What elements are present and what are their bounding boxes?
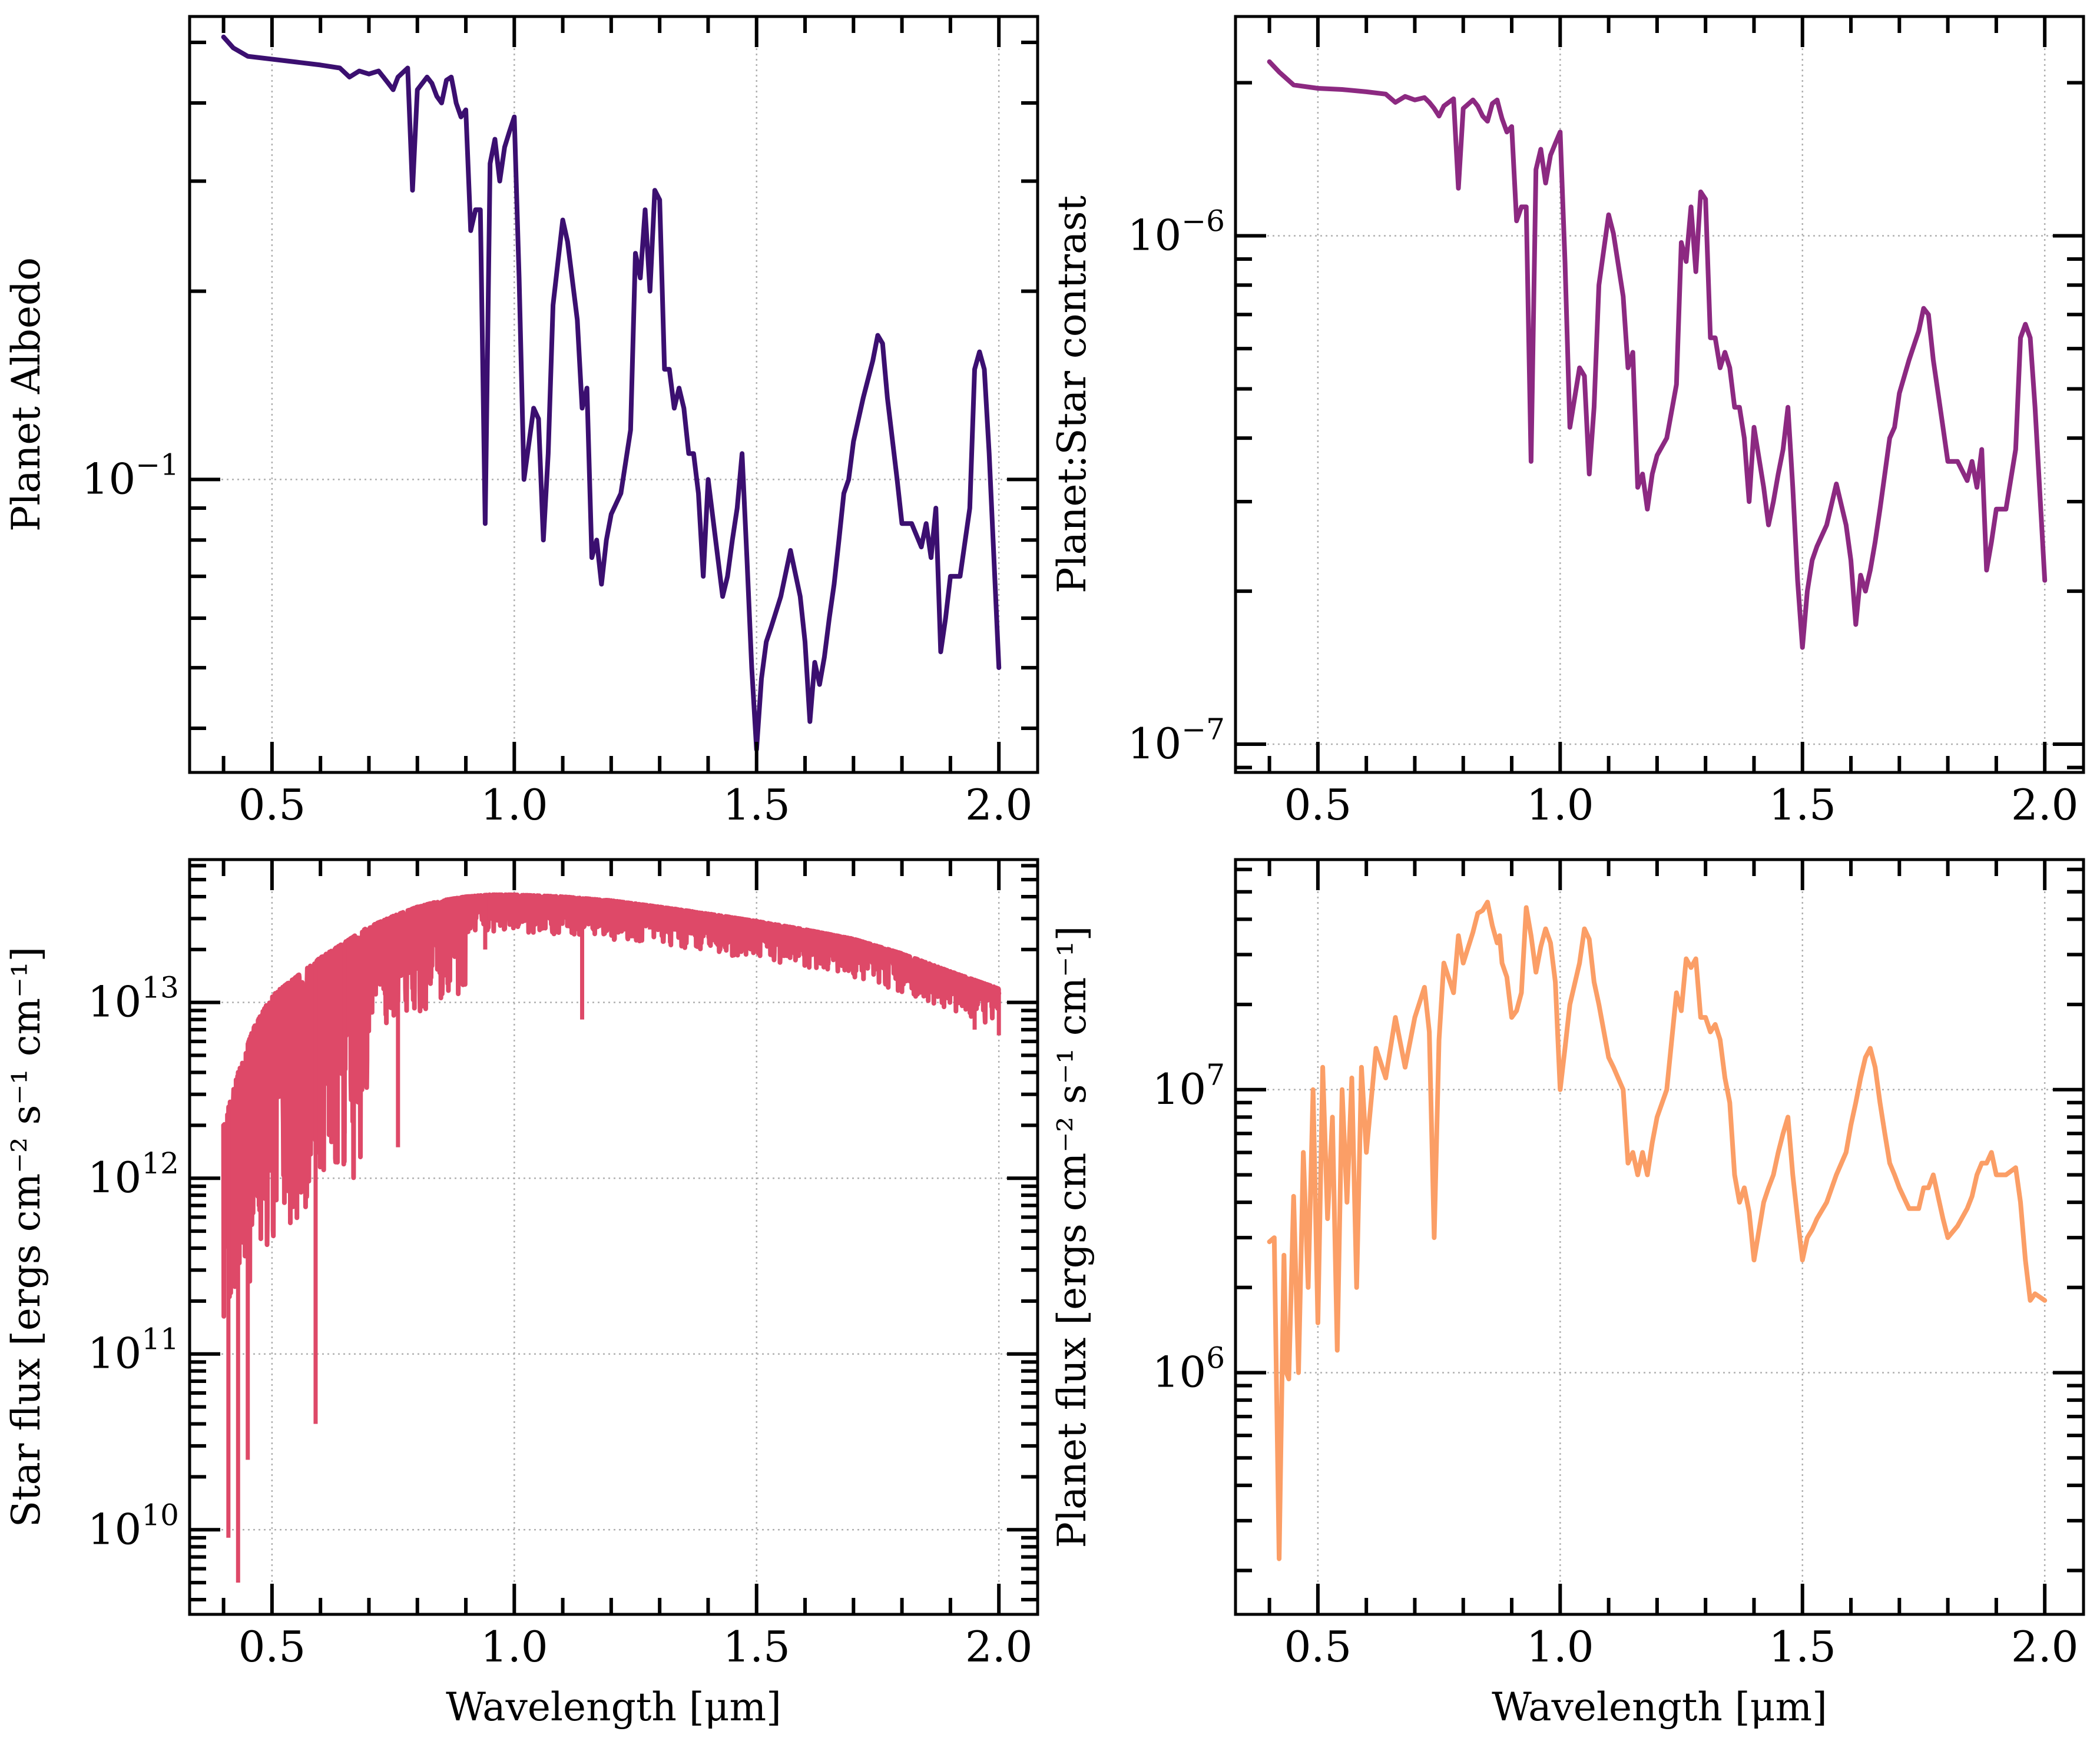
x-axis-label: Wavelength [μm] bbox=[446, 1684, 781, 1730]
panel-planetflux: 0.5 1.0 1.5 2.0 106 107 Planet flux [ergs cm⁻²… bbox=[1049, 858, 2085, 1730]
axes-frame bbox=[188, 858, 1039, 1616]
panel-starflux: 0.5 1.0 1.5 2.0 1010 1011 1012 1013 Star flux [e… bbox=[4, 858, 1039, 1730]
series-group bbox=[221, 892, 1002, 1583]
x-tick-label: 1.0 bbox=[481, 780, 548, 830]
y-tick-label: 107 bbox=[1152, 1058, 1225, 1114]
series-group bbox=[1267, 900, 2048, 1561]
y-tick-label: 1011 bbox=[88, 1322, 179, 1378]
x-tick-label: 1.0 bbox=[1526, 1622, 1594, 1671]
x-tick-label: 1.0 bbox=[481, 1622, 548, 1671]
series-group bbox=[221, 34, 1002, 752]
y-tick-label: 10−7 bbox=[1128, 712, 1225, 768]
star-spectrum-line bbox=[221, 892, 1002, 1319]
x-tick-label: 2.0 bbox=[965, 1622, 1033, 1671]
y-axis-label: Planet:Star contrast bbox=[1049, 195, 1095, 593]
y-axis-label: Star flux [ergs cm⁻² s⁻¹ cm⁻¹] bbox=[4, 947, 49, 1527]
y-tick-label: 1012 bbox=[88, 1146, 179, 1202]
x-tick-label: 0.5 bbox=[1284, 1622, 1352, 1671]
x-tick-label: 0.5 bbox=[239, 780, 306, 830]
x-axis-label: Wavelength [μm] bbox=[1492, 1684, 1827, 1730]
x-tick-label: 2.0 bbox=[2011, 780, 2079, 830]
panel-contrast: 0.5 1.0 1.5 2.0 10−7 10−6 Planet:Star contrast bbox=[1049, 15, 2085, 830]
y-tick-label: 1010 bbox=[88, 1498, 179, 1554]
x-tick-label: 1.0 bbox=[1526, 780, 1594, 830]
data-line bbox=[1267, 59, 2048, 650]
x-tick-label: 0.5 bbox=[239, 1622, 306, 1671]
data-line bbox=[221, 34, 1002, 752]
x-tick-label: 0.5 bbox=[1284, 780, 1352, 830]
axes-frame bbox=[188, 15, 1039, 774]
axes-frame bbox=[1234, 15, 2085, 774]
x-tick-label: 1.5 bbox=[1768, 1622, 1836, 1671]
x-tick-label: 2.0 bbox=[2011, 1622, 2079, 1671]
data-line bbox=[1267, 900, 2048, 1561]
x-tick-label: 1.5 bbox=[723, 1622, 790, 1671]
y-tick-label: 1013 bbox=[88, 971, 179, 1027]
x-tick-label: 2.0 bbox=[965, 780, 1033, 830]
y-tick-label: 10−1 bbox=[82, 447, 179, 503]
y-tick-label: 10−6 bbox=[1128, 204, 1225, 260]
series-group bbox=[1267, 59, 2048, 650]
y-axis-label: Planet flux [ergs cm⁻² s⁻¹ cm⁻¹] bbox=[1049, 926, 1095, 1548]
x-tick-label: 1.5 bbox=[723, 780, 790, 830]
y-tick-label: 106 bbox=[1152, 1341, 1225, 1397]
axes-frame bbox=[1234, 858, 2085, 1616]
x-tick-label: 1.5 bbox=[1768, 780, 1836, 830]
y-axis-label: Planet Albedo bbox=[4, 257, 49, 532]
panel-albedo: 0.5 1.0 1.5 2.0 10−1 Planet Albedo bbox=[4, 15, 1039, 830]
